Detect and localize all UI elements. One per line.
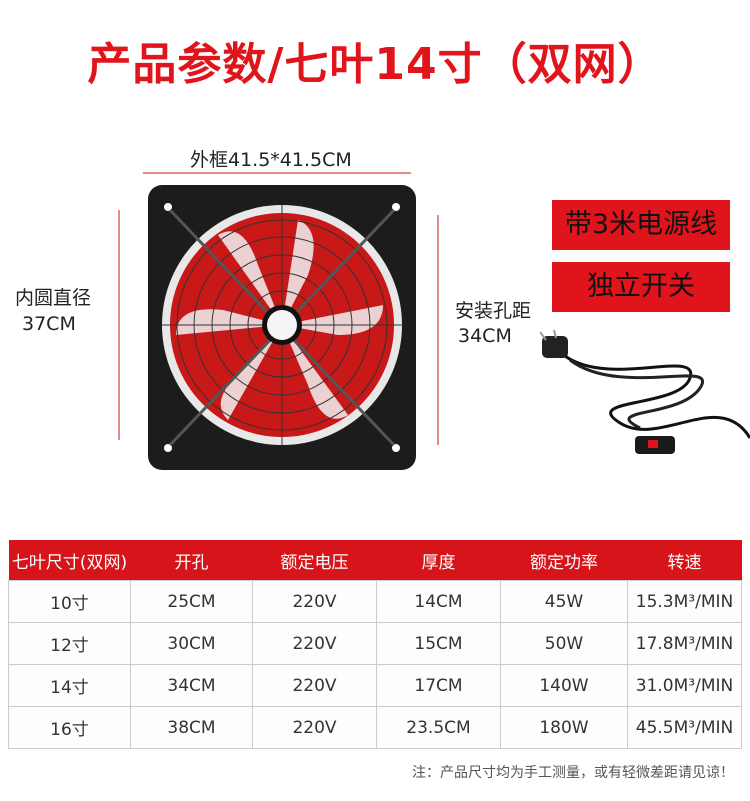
cell-thickness: 23.5CM (376, 706, 501, 749)
hole-spacing-label: 安装孔距 (455, 300, 532, 322)
header-size: 七叶尺寸(双网) (8, 540, 131, 581)
cell-power: 45W (500, 580, 628, 623)
fan-image (148, 185, 416, 470)
cell-opening: 30CM (130, 622, 253, 665)
inner-circle-label: 内圆直径 (15, 287, 92, 309)
inner-diameter-line (118, 210, 120, 440)
table-row: 16寸 38CM 220V 23.5CM 180W 45.5M³/MIN (8, 706, 742, 749)
cell-power: 140W (500, 664, 628, 707)
cell-voltage: 220V (252, 706, 377, 749)
cell-size: 14寸 (8, 664, 131, 707)
cell-voltage: 220V (252, 580, 377, 623)
cell-power: 180W (500, 706, 628, 749)
table-row: 10寸 25CM 220V 14CM 45W 15.3M³/MIN (8, 580, 742, 623)
cell-airflow: 15.3M³/MIN (627, 580, 742, 623)
inner-circle-value: 37CM (22, 313, 76, 335)
cell-size: 10寸 (8, 580, 131, 623)
cell-voltage: 220V (252, 664, 377, 707)
cell-size: 12寸 (8, 622, 131, 665)
outer-frame-label: 外框41.5*41.5CM (190, 149, 352, 171)
header-voltage: 额定电压 (252, 540, 377, 581)
cell-thickness: 17CM (376, 664, 501, 707)
header-thickness: 厚度 (376, 540, 501, 581)
width-dimension-line (143, 172, 411, 174)
measurement-note: 注：产品尺寸均为手工测量，或有轻微差距请见谅！ (412, 765, 734, 781)
cell-voltage: 220V (252, 622, 377, 665)
hole-spacing-line (437, 215, 439, 445)
table-row: 12寸 30CM 220V 15CM 50W 17.8M³/MIN (8, 622, 742, 665)
table-row: 14寸 34CM 220V 17CM 140W 31.0M³/MIN (8, 664, 742, 707)
cell-airflow: 45.5M³/MIN (627, 706, 742, 749)
cell-thickness: 14CM (376, 580, 501, 623)
cell-opening: 34CM (130, 664, 253, 707)
feature-independent-switch: 独立开关 (552, 262, 730, 312)
header-power: 额定功率 (500, 540, 628, 581)
cell-airflow: 17.8M³/MIN (627, 622, 742, 665)
cell-power: 50W (500, 622, 628, 665)
cell-size: 16寸 (8, 706, 131, 749)
header-airflow: 转速 (627, 540, 742, 581)
spec-table: 七叶尺寸(双网) 开孔 额定电压 厚度 额定功率 转速 10寸 25CM 220V 1… (8, 540, 742, 749)
cell-opening: 38CM (130, 706, 253, 749)
header-opening: 开孔 (130, 540, 253, 581)
hole-spacing-value: 34CM (458, 325, 512, 347)
cell-thickness: 15CM (376, 622, 501, 665)
page-title: 产品参数/七叶14寸（双网） (87, 39, 663, 90)
table-header-row: 七叶尺寸(双网) 开孔 额定电压 厚度 额定功率 转速 (8, 540, 742, 581)
cell-airflow: 31.0M³/MIN (627, 664, 742, 707)
power-cord-image (540, 329, 750, 454)
cell-opening: 25CM (130, 580, 253, 623)
feature-power-cord: 带3米电源线 (552, 200, 730, 250)
